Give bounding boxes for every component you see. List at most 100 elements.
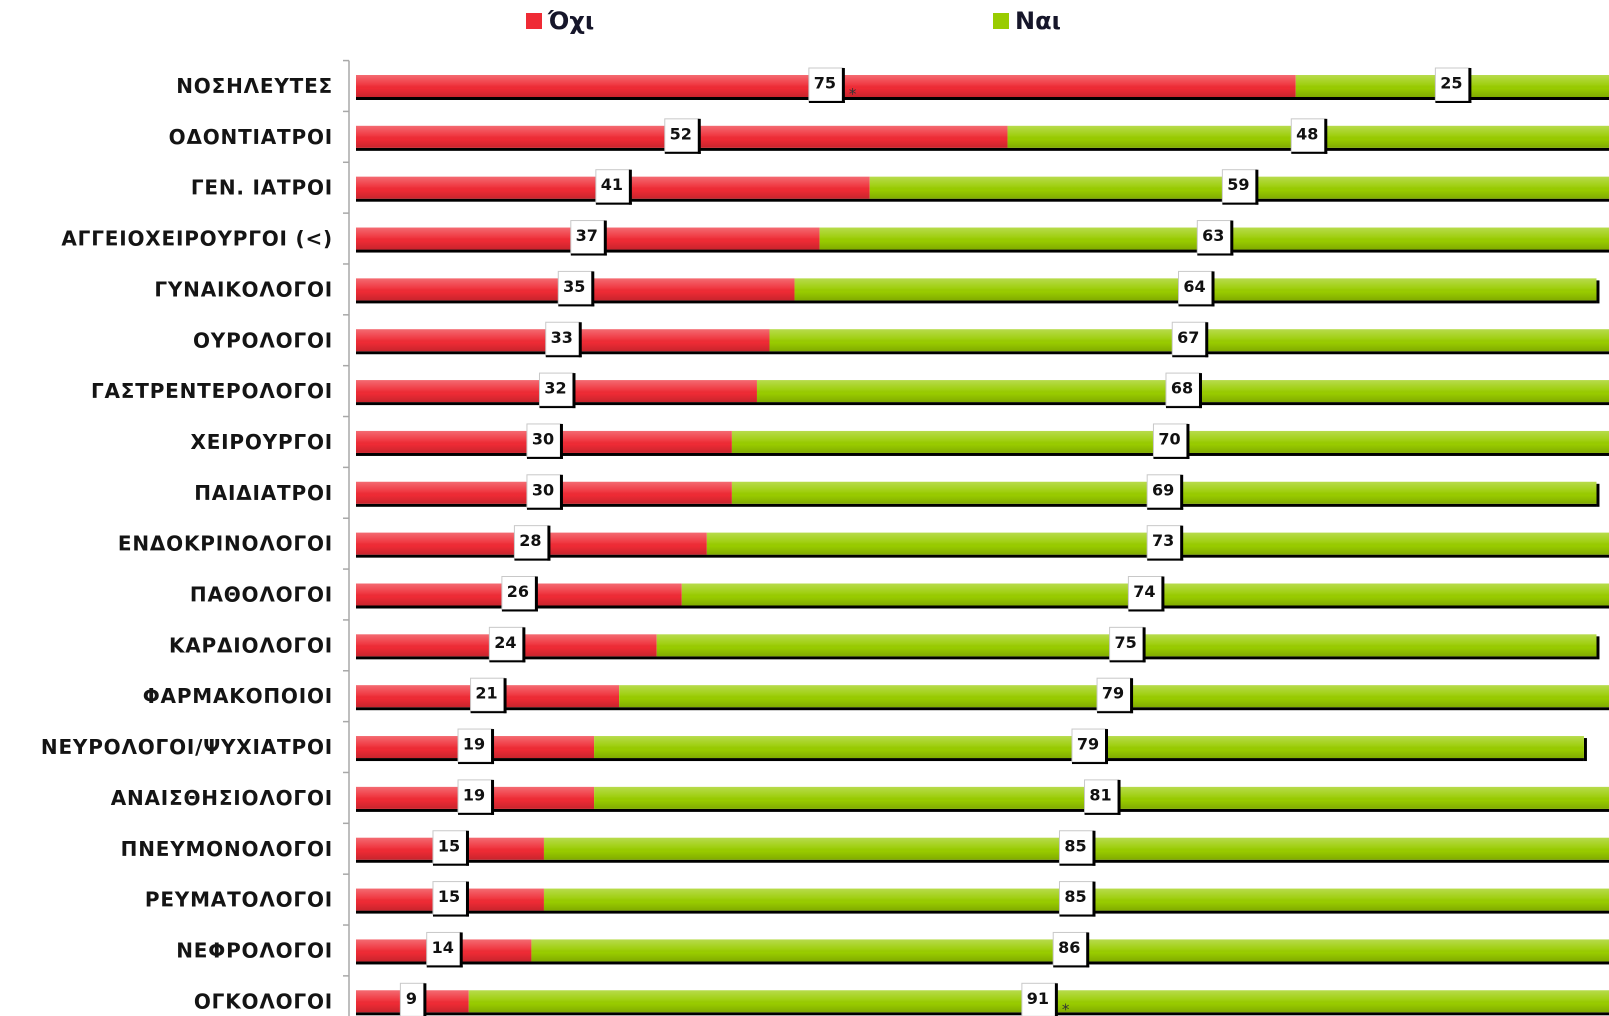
data-label-shadow bbox=[1142, 627, 1146, 663]
data-label-shadow bbox=[459, 932, 463, 968]
category-label: ΡΕΥΜΑΤΟΛΟΓΟΙ bbox=[145, 888, 333, 912]
data-label-shadow bbox=[572, 373, 576, 409]
data-label-value: 85 bbox=[1064, 836, 1086, 855]
data-label-yes: 85 bbox=[1058, 830, 1096, 866]
data-label-shadow bbox=[808, 101, 845, 103]
data-label-shadow bbox=[1161, 576, 1165, 612]
data-label-value: 30 bbox=[532, 480, 554, 499]
data-label-value: 59 bbox=[1227, 175, 1249, 194]
data-label-box bbox=[1052, 931, 1088, 966]
bar-sheen bbox=[356, 786, 1609, 809]
legend-item-yes: Ναι bbox=[993, 4, 1061, 38]
category-label: ΑΓΓΕΙΟΧΕΙΡΟΥΡΓΟΙ (<) bbox=[61, 227, 333, 251]
bar-sheen bbox=[356, 583, 1609, 606]
data-label-box bbox=[1165, 372, 1201, 407]
bar-sheen bbox=[356, 939, 1609, 962]
legend-swatch-no bbox=[526, 13, 542, 29]
data-label-no: 26 bbox=[501, 576, 538, 612]
data-label-box bbox=[1146, 525, 1182, 560]
data-label-shadow bbox=[1198, 373, 1202, 409]
data-label-shadow bbox=[526, 456, 563, 459]
legend-swatch-yes bbox=[993, 13, 1009, 29]
category-label: ΓΕΝ. ΙΑΤΡΟΙ bbox=[191, 176, 333, 200]
data-label-box bbox=[545, 321, 581, 356]
data-label-shadow bbox=[539, 406, 576, 409]
category-label: ΠΝΕΥΜΟΝΟΛΟΓΟΙ bbox=[121, 837, 333, 861]
legend-label-yes: Ναι bbox=[1015, 7, 1061, 35]
bar-sheen bbox=[356, 430, 1609, 453]
data-label-shadow bbox=[1205, 322, 1209, 358]
data-label-shadow bbox=[603, 220, 607, 256]
data-label-value: 41 bbox=[601, 175, 623, 194]
data-label-shadow bbox=[1178, 304, 1215, 307]
data-label-shadow bbox=[1086, 932, 1090, 968]
bar-shadow bbox=[356, 758, 1584, 762]
data-label-shadow bbox=[591, 271, 595, 307]
category-label: ΑΝΑΙΣΘΗΣΙΟΛΟΓΟΙ bbox=[111, 786, 333, 810]
bar-sheen bbox=[356, 329, 1609, 352]
bar-end-cap bbox=[1596, 280, 1600, 304]
category-label: ΟΓΚΟΛΟΓΟΙ bbox=[194, 989, 333, 1013]
data-label-value: 73 bbox=[1152, 531, 1174, 550]
bar-sheen bbox=[356, 481, 1597, 504]
data-label-no: 30 bbox=[526, 474, 563, 510]
data-label-shadow bbox=[1059, 863, 1096, 866]
data-label-shadow bbox=[503, 678, 507, 714]
data-label-no: 30 bbox=[526, 423, 563, 459]
data-label-box bbox=[432, 830, 468, 865]
data-label-shadow bbox=[1180, 525, 1184, 561]
bar-shadow bbox=[356, 808, 1609, 812]
bar-sheen bbox=[356, 278, 1597, 301]
data-label-value: 28 bbox=[519, 531, 541, 550]
data-label-yes: 81 bbox=[1084, 779, 1121, 815]
data-label-value: 33 bbox=[551, 328, 573, 347]
data-label-value: 85 bbox=[1064, 887, 1086, 906]
data-label-shadow bbox=[1324, 118, 1328, 154]
data-label-value: 21 bbox=[475, 684, 497, 703]
data-label-value: 70 bbox=[1158, 429, 1180, 448]
annotation-asterisk: * bbox=[1062, 1000, 1070, 1016]
data-label-no: 35 bbox=[557, 270, 595, 307]
data-label-shadow bbox=[697, 118, 701, 154]
data-label-shadow bbox=[501, 609, 538, 612]
data-label-shadow bbox=[1230, 220, 1234, 256]
data-label-yes: 25 bbox=[1434, 67, 1472, 103]
labels-layer: ΝΟΣΗΛΕΥΤΕΣ 75 25 ΟΔΟΝΤΙΑΤΡΟΙ 52 48 ΓΕΝ. ΙΑΤΡΟΙ… bbox=[41, 67, 1472, 1016]
bar-shadow bbox=[356, 605, 1609, 609]
bar-shadow bbox=[356, 351, 1609, 355]
bar-sheen bbox=[356, 380, 1609, 403]
data-label-shadow bbox=[465, 881, 469, 917]
data-label-shadow bbox=[1153, 456, 1190, 459]
data-label-value: 30 bbox=[532, 429, 554, 448]
data-label-value: 64 bbox=[1183, 277, 1205, 296]
category-label: ΦΑΡΜΑΚΟΠΟΙΟΙ bbox=[143, 684, 333, 708]
category-label: ΓΥΝΑΙΚΟΛΟΓΟΙ bbox=[154, 277, 333, 301]
bar-shadow bbox=[356, 198, 1609, 202]
bar-sheen bbox=[356, 227, 1609, 250]
data-label-box bbox=[470, 677, 506, 712]
category-label: ΝΟΣΗΛΕΥΤΕΣ bbox=[176, 74, 333, 98]
data-label-shadow bbox=[545, 355, 582, 358]
data-label-shadow bbox=[559, 474, 563, 510]
bar-sheen bbox=[356, 888, 1609, 911]
data-label-value: 19 bbox=[463, 785, 485, 804]
data-label-value: 14 bbox=[432, 938, 454, 957]
data-label-value: 48 bbox=[1296, 124, 1318, 143]
data-label-box bbox=[526, 423, 562, 458]
data-label-shadow bbox=[491, 779, 495, 815]
data-label-no: 9 bbox=[399, 982, 427, 1016]
data-label-value: 25 bbox=[1440, 74, 1462, 93]
data-label-shadow bbox=[595, 202, 632, 205]
data-label-shadow bbox=[1059, 914, 1096, 917]
data-label-box bbox=[1178, 270, 1214, 305]
data-label-value: 75 bbox=[814, 74, 836, 93]
data-label-yes: 70 bbox=[1152, 423, 1190, 459]
data-label-value: 81 bbox=[1089, 785, 1111, 804]
data-label-box bbox=[432, 881, 468, 916]
bar-shadow bbox=[356, 1012, 1609, 1016]
bar-shadow bbox=[356, 859, 1609, 863]
data-label-no: 19 bbox=[457, 728, 495, 765]
bar-shadow bbox=[356, 554, 1609, 558]
data-label-no: 28 bbox=[513, 525, 551, 561]
